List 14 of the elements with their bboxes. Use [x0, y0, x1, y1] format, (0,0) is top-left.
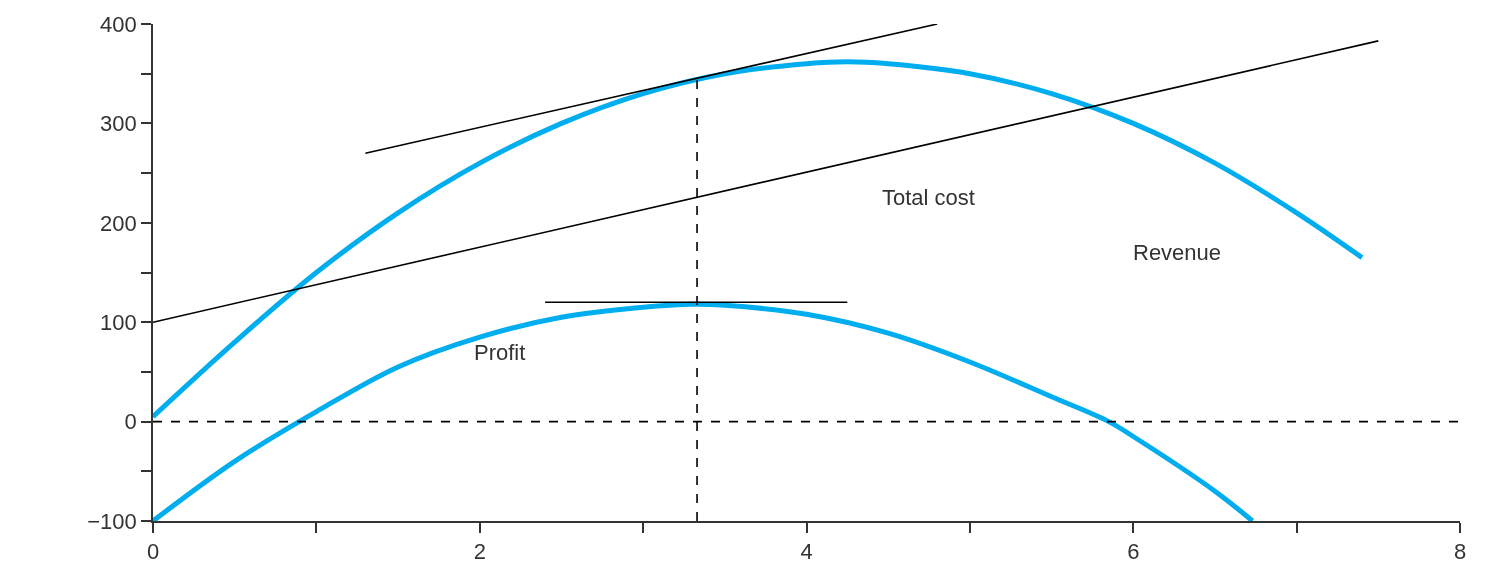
annotation: Profit [474, 340, 526, 365]
x-tick-label: 4 [800, 539, 813, 565]
x-tick-label: 8 [1453, 539, 1467, 565]
y-tick-label: 0 [124, 409, 137, 435]
annotation: Total cost [882, 185, 975, 210]
y-tick-label: −100 [87, 508, 137, 534]
y-tick-label: 300 [100, 111, 137, 137]
y-tick-label: 200 [100, 210, 137, 236]
x-tick-label: 2 [473, 539, 486, 565]
y-tick-label: 100 [100, 309, 137, 335]
y-tick-label: 400 [100, 11, 137, 37]
x-tick-label: 0 [146, 539, 160, 565]
annotation: Revenue [1133, 240, 1222, 265]
x-tick-label: 6 [1127, 539, 1140, 565]
